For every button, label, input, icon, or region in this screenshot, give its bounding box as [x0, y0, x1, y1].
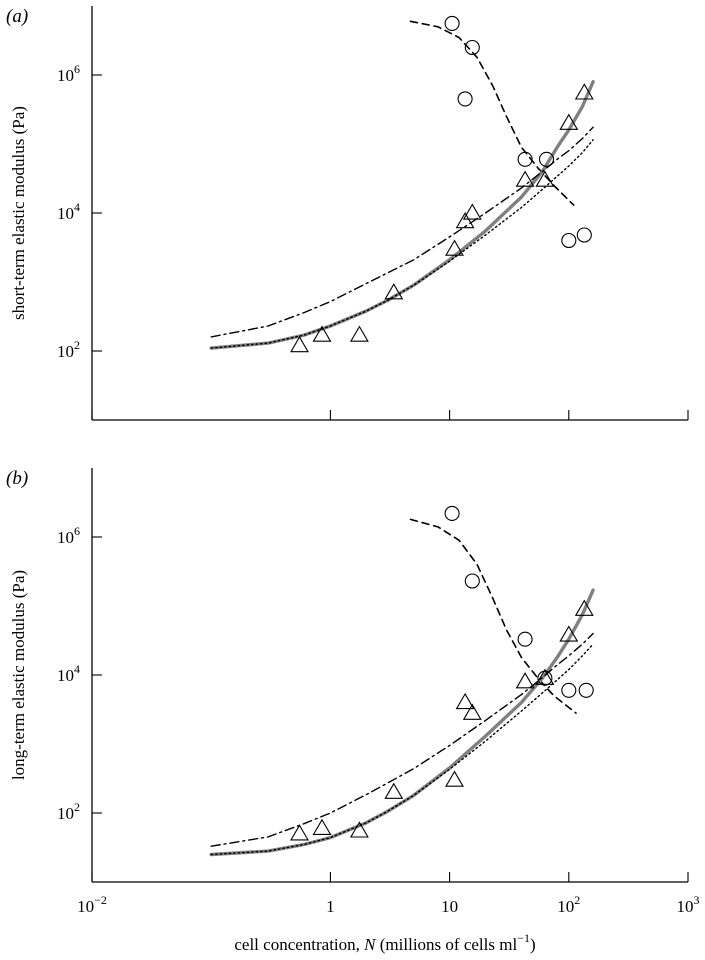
circle-point	[517, 151, 533, 167]
x-tick-label: 10	[441, 897, 458, 916]
triangle-point	[559, 113, 579, 130]
circle-point	[538, 151, 555, 167]
circle-point	[561, 232, 577, 249]
dashdot-curve	[210, 126, 594, 338]
circle-point	[517, 631, 533, 647]
y-axis-label: long-term elastic modulus (Pa)	[9, 570, 28, 780]
panel-b: 10−2 1 10 102 103 102 104 106 (b) long-term elast…	[6, 468, 700, 954]
triangle-point	[574, 599, 594, 616]
circle-point	[444, 505, 460, 521]
x-tick-label: 103	[677, 893, 700, 916]
triangle-point	[312, 818, 332, 835]
y-axis-label: short-term elastic modulus (Pa)	[9, 106, 28, 320]
curves	[209, 518, 595, 857]
circle-point	[561, 682, 577, 698]
circle-point	[457, 91, 473, 107]
triangle-point	[445, 239, 464, 256]
triangle-point	[384, 782, 404, 799]
triangle-point	[455, 692, 475, 710]
x-tick-label: 10−2	[77, 893, 107, 916]
triangle-point	[535, 668, 555, 685]
x-tick-label: 1	[326, 897, 335, 916]
y-tick-label: 102	[57, 800, 80, 823]
dotted-curve	[210, 643, 594, 856]
triangle-point	[515, 170, 535, 187]
axes: 102 104 106	[57, 6, 689, 421]
circle-point	[578, 682, 594, 698]
triangle-point	[349, 325, 369, 342]
triangle-point	[559, 625, 579, 642]
panel-label: (a)	[6, 6, 28, 27]
triangle-point	[455, 212, 475, 229]
triangle-point	[312, 325, 332, 342]
y-tick-label: 104	[57, 200, 80, 223]
panel-label: (b)	[6, 468, 28, 489]
circle-point	[464, 573, 480, 589]
markers	[290, 505, 594, 841]
y-tick-label: 104	[57, 662, 80, 685]
dashed-curve	[409, 20, 575, 206]
axes: 10−2 1 10 102 103 102 104 106	[57, 468, 700, 916]
circle-point	[537, 670, 553, 686]
triangle-point	[445, 770, 464, 787]
x-axis-label: cell concentration, N (millions of cells…	[234, 931, 535, 954]
y-tick-label: 106	[57, 524, 80, 547]
triangle-point	[462, 203, 482, 220]
triangle-point	[535, 170, 555, 187]
solid-grey-curve	[209, 80, 595, 350]
triangle-point	[290, 824, 309, 841]
dashdot-curve	[210, 632, 594, 847]
triangle-point	[290, 335, 309, 353]
y-tick-label: 106	[57, 62, 80, 85]
triangle-point	[574, 83, 594, 100]
triangle-point	[349, 821, 369, 838]
x-tick-label: 102	[557, 893, 580, 916]
dashed-curve	[409, 518, 577, 714]
triangle-point	[462, 703, 482, 720]
triangle-point	[384, 283, 404, 300]
triangle-point	[515, 672, 535, 689]
circle-point	[464, 39, 480, 56]
dotted-curve	[210, 139, 594, 349]
panel-a: 102 104 106 (a) short-term elastic modulus (…	[6, 6, 689, 421]
circle-point	[444, 15, 460, 31]
circle-point	[576, 227, 592, 243]
curves	[209, 20, 595, 350]
y-tick-label: 102	[57, 338, 80, 361]
solid-grey-curve	[209, 588, 595, 857]
markers	[290, 15, 594, 353]
